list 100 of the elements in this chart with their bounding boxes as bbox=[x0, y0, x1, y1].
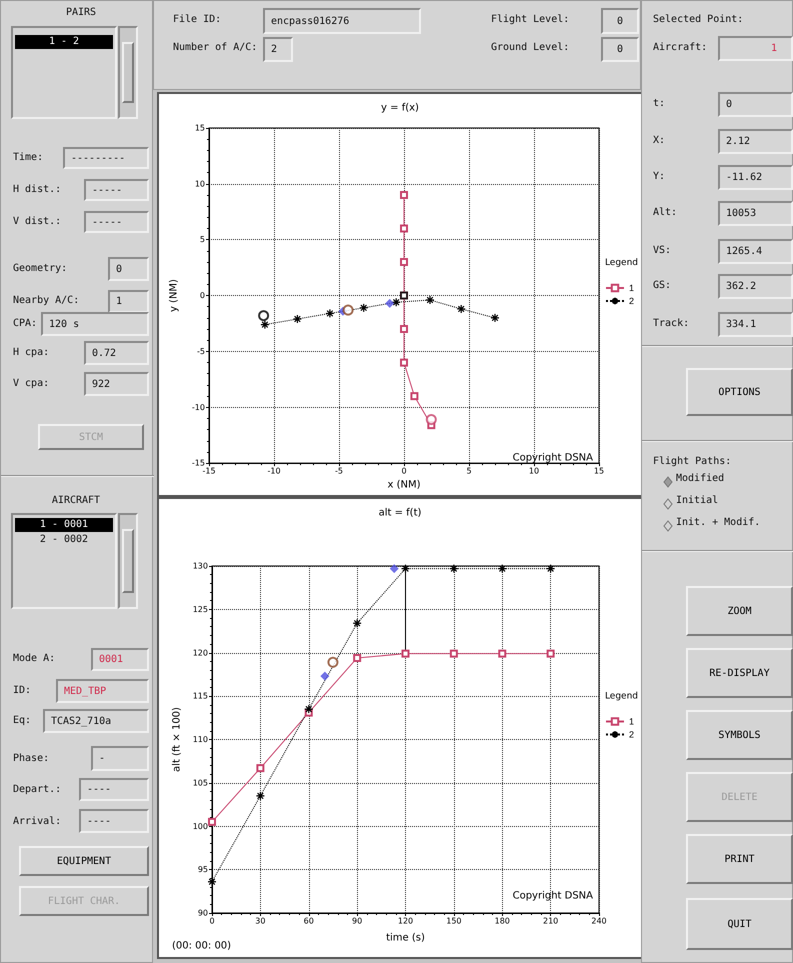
text: V cpa: bbox=[13, 377, 50, 391]
text: Ground Level: bbox=[491, 41, 570, 55]
text: X: bbox=[653, 134, 666, 148]
annotation: Copyright DSNA bbox=[512, 890, 594, 902]
text: Y: bbox=[653, 170, 666, 184]
y-axis-title: y (NM) bbox=[168, 278, 180, 312]
text: Arrival: bbox=[13, 815, 62, 829]
y-tick-label: 5 bbox=[200, 235, 205, 244]
text-field: 120 s bbox=[41, 312, 149, 336]
x-tick-label: 15 bbox=[594, 466, 604, 476]
text: Time: bbox=[13, 151, 44, 165]
x-tick-label: 0 bbox=[401, 466, 407, 476]
text: GS: bbox=[653, 279, 672, 293]
x-tick-label: 120 bbox=[398, 916, 414, 926]
y-tick-label: 15 bbox=[194, 124, 205, 132]
text-field: 2.12 bbox=[718, 129, 793, 154]
text: Flight Paths: bbox=[653, 455, 732, 469]
text-field: 0001 bbox=[91, 648, 149, 671]
text-field: ---- bbox=[79, 778, 149, 801]
button: STCM bbox=[38, 424, 144, 450]
annotation: Copyright DSNA bbox=[512, 452, 594, 464]
text-field: 10053 bbox=[718, 201, 793, 226]
text: 2 - 0002 bbox=[38, 533, 90, 547]
text-field: ----- bbox=[84, 211, 149, 233]
chart-title: alt = f(t) bbox=[378, 508, 422, 518]
button: EQUIPMENT bbox=[19, 846, 149, 876]
text: Init. + Modif. bbox=[676, 516, 760, 530]
text-field: 1 bbox=[108, 290, 149, 313]
text: Aircraft: bbox=[653, 41, 708, 55]
text: Depart.: bbox=[13, 783, 62, 797]
y-tick-label: 120 bbox=[192, 648, 208, 658]
text-field: encpass016276 bbox=[263, 8, 421, 34]
legend-title: Legend bbox=[604, 258, 638, 268]
text: H dist.: bbox=[13, 183, 62, 197]
button: FLIGHT CHAR. bbox=[19, 886, 149, 916]
y-tick-label: 95 bbox=[198, 865, 208, 874]
x-tick-label: 180 bbox=[494, 916, 510, 926]
chart-title: y = f(x) bbox=[381, 102, 420, 114]
text: (00: 00: 00) bbox=[172, 940, 232, 952]
text: 1 - 2 bbox=[15, 35, 113, 49]
text-field: 0.72 bbox=[84, 341, 149, 365]
x-tick-label: 5 bbox=[466, 466, 472, 476]
y-tick-label: 105 bbox=[192, 778, 208, 788]
text: Mode A: bbox=[13, 652, 56, 666]
text-field: 2 bbox=[263, 37, 293, 62]
text-field: 1 bbox=[718, 36, 793, 61]
x-axis-title: x (NM) bbox=[387, 480, 421, 490]
button: PRINT bbox=[686, 834, 793, 884]
text: H cpa: bbox=[13, 346, 50, 360]
text-field: --------- bbox=[63, 147, 149, 169]
legend-label: 2 bbox=[628, 296, 634, 306]
y-tick-label: 110 bbox=[192, 735, 208, 744]
text: Track: bbox=[653, 317, 690, 331]
text-field: MED_TBP bbox=[56, 679, 149, 703]
x-tick-label: 240 bbox=[591, 916, 607, 926]
x-axis-title: time (s) bbox=[386, 932, 425, 944]
text-field: 362.2 bbox=[718, 274, 793, 299]
y-tick-label: -10 bbox=[192, 402, 205, 412]
x-tick-label: 210 bbox=[542, 916, 558, 926]
text-field: 0 bbox=[718, 92, 793, 117]
y-tick-label: 0 bbox=[200, 291, 205, 300]
button: RE-DISPLAY bbox=[686, 648, 793, 698]
y-tick-label: 125 bbox=[192, 604, 208, 614]
button: DELETE bbox=[686, 772, 793, 822]
legend-title: Legend bbox=[604, 692, 638, 702]
y-tick-label: 100 bbox=[192, 822, 208, 831]
y-axis-title: alt (ft × 100) bbox=[171, 706, 182, 772]
text: V dist.: bbox=[13, 215, 62, 229]
text-field: TCAS2_710a bbox=[43, 709, 149, 733]
text-field: 0 bbox=[601, 37, 639, 62]
button: OPTIONS bbox=[686, 368, 793, 416]
text-field: 0 bbox=[601, 8, 639, 34]
text: ID: bbox=[13, 684, 32, 698]
button: ZOOM bbox=[686, 586, 793, 636]
y-tick-label: 10 bbox=[194, 179, 205, 188]
text-field: - bbox=[91, 746, 149, 771]
x-tick-label: 150 bbox=[446, 916, 462, 926]
text: 1 - 0001 bbox=[15, 518, 113, 532]
text: Alt: bbox=[653, 206, 678, 220]
x-tick-label: 30 bbox=[255, 916, 266, 926]
text: Initial bbox=[676, 494, 718, 508]
x-tick-label: -10 bbox=[267, 466, 281, 476]
x-tick-label: 90 bbox=[352, 916, 362, 926]
text-field: 0 bbox=[108, 257, 149, 281]
text: AIRCRAFT bbox=[52, 494, 100, 508]
text: Modified bbox=[676, 472, 724, 486]
text-field: 922 bbox=[84, 372, 149, 396]
text: CPA: bbox=[13, 317, 38, 331]
text: Eq: bbox=[13, 714, 32, 728]
text-field: ----- bbox=[84, 179, 149, 201]
x-tick-label: 60 bbox=[304, 916, 314, 926]
text: VS: bbox=[653, 244, 672, 258]
text-field: 1265.4 bbox=[718, 239, 793, 264]
x-tick-label: 10 bbox=[528, 466, 540, 476]
text: Geometry: bbox=[13, 262, 68, 276]
text-field: 334.1 bbox=[718, 312, 793, 337]
text: Flight Level: bbox=[491, 13, 570, 27]
x-tick-label: -5 bbox=[335, 466, 343, 476]
text: t: bbox=[653, 97, 666, 111]
button: SYMBOLS bbox=[686, 710, 793, 760]
